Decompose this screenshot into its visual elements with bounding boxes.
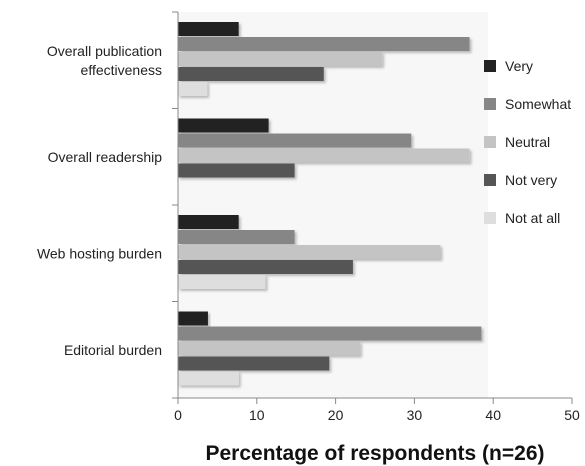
legend-swatch-not-very [484, 174, 496, 186]
bar-neutral-0 [178, 52, 383, 66]
bar-neutral-3 [178, 341, 361, 356]
x-tick-label: 10 [249, 407, 265, 423]
bar-very-1 [178, 118, 269, 133]
bar-not-at-all-0 [178, 82, 208, 96]
x-tick-label: 0 [174, 407, 182, 423]
bar-somewhat-3 [178, 326, 482, 341]
legend-swatch-somewhat [484, 98, 496, 110]
bar-neutral-2 [178, 245, 441, 259]
bar-not-at-all-2 [178, 275, 266, 289]
bar-somewhat-1 [178, 133, 412, 148]
bar-very-3 [178, 311, 208, 326]
x-tick-label: 30 [407, 407, 423, 423]
bar-neutral-1 [178, 148, 470, 163]
x-tick-label: 20 [328, 407, 344, 423]
bar-not-very-2 [178, 260, 353, 274]
bar-very-2 [178, 215, 239, 229]
bar-not-very-1 [178, 163, 295, 178]
bar-not-very-0 [178, 67, 324, 81]
legend-label: Neutral [505, 134, 550, 150]
x-tick-label: 50 [564, 407, 580, 423]
legend-swatch-very [484, 60, 496, 72]
category-label: Overall publication effectiveness [47, 43, 162, 78]
bar-not-at-all-3 [178, 371, 239, 386]
x-tick-labels: 0 10 20 30 40 50 [174, 407, 580, 423]
bar-somewhat-0 [178, 37, 470, 51]
category-label: Overall readership [48, 149, 163, 165]
axes-group [172, 11, 573, 404]
category-label: Editorial burden [64, 342, 162, 358]
bars-group [178, 22, 482, 386]
category-labels: Overall publication effectiveness Overall … [37, 43, 162, 358]
bar-somewhat-2 [178, 230, 295, 244]
legend-label: Not at all [505, 210, 560, 226]
legend-label: Not very [505, 172, 557, 188]
bar-very-0 [178, 22, 239, 36]
x-axis-label: Percentage of respondents (n=26) [205, 442, 544, 465]
legend: Very Somewhat Neutral Not very Not at all [484, 58, 571, 226]
legend-swatch-neutral [484, 136, 496, 148]
legend-label: Somewhat [505, 96, 571, 112]
bar-not-very-3 [178, 356, 330, 371]
legend-swatch-not-at-all [484, 212, 496, 224]
x-tick-label: 40 [485, 407, 501, 423]
legend-label: Very [505, 58, 533, 74]
category-label: Web hosting burden [37, 245, 162, 261]
